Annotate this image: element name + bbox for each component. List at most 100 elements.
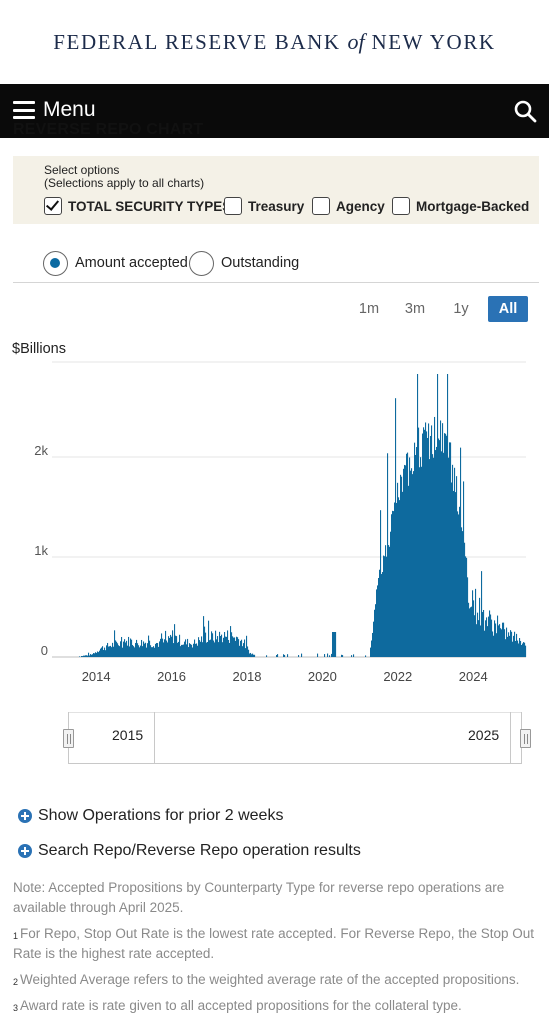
chart-bar <box>513 635 515 657</box>
range-button-all[interactable]: All <box>488 296 528 322</box>
chart-bar <box>333 632 335 657</box>
chart-bar <box>450 442 452 657</box>
chart-bar <box>463 481 465 657</box>
chart-bar <box>158 646 160 657</box>
chart-bar <box>196 643 198 657</box>
chart-bar <box>161 633 163 657</box>
chart-bar <box>86 655 88 657</box>
chart-bar <box>454 467 456 657</box>
chart-bar <box>467 577 469 657</box>
chart-bar <box>190 644 192 657</box>
chart-bar <box>213 640 215 657</box>
x-tick-label: 2024 <box>459 669 488 684</box>
chart-bar <box>223 637 225 657</box>
chart-bar <box>88 652 90 657</box>
chart-bar <box>81 655 83 657</box>
chart-bar <box>490 614 492 657</box>
chart-bar <box>402 491 404 657</box>
chart-bar <box>113 646 115 657</box>
chart-bar <box>492 631 494 657</box>
x-tick-label: 2014 <box>82 669 111 684</box>
chart-bar <box>420 457 422 657</box>
chart-bar <box>431 425 433 657</box>
checkbox-box[interactable] <box>224 197 242 215</box>
chart-bar <box>162 638 164 657</box>
chart-bar <box>166 640 168 657</box>
footnote-mark: 1 <box>13 931 19 941</box>
radio-circle[interactable] <box>43 250 68 276</box>
range-button-1m[interactable]: 1m <box>358 301 380 317</box>
chart-bar <box>85 655 87 657</box>
chart-bar <box>502 622 504 657</box>
range-button-1y[interactable]: 1y <box>453 301 469 317</box>
chart-bar <box>243 643 245 657</box>
chart-bar <box>129 646 131 657</box>
chart-bar <box>126 640 128 657</box>
chart-bar <box>91 654 93 657</box>
chart-bar <box>386 556 388 657</box>
show-operations-link[interactable]: Show Operations for prior 2 weeks <box>18 805 283 827</box>
chart-bar <box>90 654 92 657</box>
chart-bar <box>453 490 455 657</box>
checkbox-total-security-types[interactable]: TOTAL SECURITY TYPES <box>44 196 231 216</box>
navigator-right-handle[interactable] <box>520 729 531 748</box>
chart-bar <box>106 645 108 657</box>
radio-circle[interactable] <box>189 250 214 276</box>
checkbox-mortgage-backed[interactable]: Mortgage-Backed <box>392 196 529 216</box>
chart-bar <box>515 640 517 657</box>
search-icon[interactable] <box>513 99 537 123</box>
range-button-3m[interactable]: 3m <box>404 301 426 317</box>
chart-bar <box>222 642 224 657</box>
chart-bar <box>413 471 415 657</box>
chart-bar <box>437 374 439 657</box>
chart-bar <box>474 615 476 657</box>
chart-bar <box>199 640 201 657</box>
chart-bar <box>418 427 420 657</box>
chart-bar <box>240 640 242 657</box>
chart-bar <box>423 427 425 657</box>
chart-bar <box>391 514 393 657</box>
chart-bar <box>497 615 499 657</box>
chart-bar <box>523 642 525 657</box>
checkbox-box[interactable] <box>312 197 330 215</box>
menu-button[interactable]: Menu <box>43 98 96 121</box>
chart-bar <box>457 511 459 657</box>
chart-bar <box>436 446 438 657</box>
chart-bar <box>79 656 81 657</box>
site-logo[interactable]: FEDERAL RESERVE BANK of NEW YORK <box>53 29 495 55</box>
chart-bar <box>266 655 268 657</box>
navigator-left-year: 2015 <box>112 727 144 743</box>
chart-bar <box>149 640 151 657</box>
radio-outstanding[interactable]: Outstanding <box>189 250 299 276</box>
chart-bar <box>424 429 426 657</box>
hamburger-icon[interactable] <box>13 101 35 119</box>
radio-amount-accepted[interactable]: Amount accepted <box>43 250 188 276</box>
chart-bar <box>95 652 97 657</box>
chart-bar <box>499 624 501 657</box>
chart-bar <box>98 652 100 657</box>
chart-bar <box>382 572 384 657</box>
navigator-left-handle[interactable] <box>63 729 74 748</box>
range-navigator[interactable]: 2015 2025 <box>62 712 532 766</box>
chart-bar <box>491 619 493 657</box>
checkbox-box[interactable] <box>44 197 62 215</box>
chart-bar <box>131 639 133 657</box>
chart-bar <box>500 628 502 657</box>
chart-bar <box>506 627 508 657</box>
checkbox-box[interactable] <box>392 197 410 215</box>
chart-bar <box>181 644 183 657</box>
chart-bar <box>429 459 431 657</box>
chart-bar <box>392 510 394 657</box>
chart-bar <box>403 468 405 657</box>
plus-circle-icon <box>18 809 32 823</box>
search-operations-link[interactable]: Search Repo/Reverse Repo operation resul… <box>18 840 361 862</box>
chart-bar <box>493 635 495 657</box>
chart-bar <box>505 639 507 657</box>
checkbox-agency[interactable]: Agency <box>312 196 385 216</box>
checkbox-label: Treasury <box>248 198 305 214</box>
chart-bar <box>160 638 162 657</box>
checkbox-treasury[interactable]: Treasury <box>224 196 304 216</box>
chart-bar <box>365 655 367 657</box>
chart-bar <box>167 642 169 657</box>
chart-bar <box>443 452 445 657</box>
